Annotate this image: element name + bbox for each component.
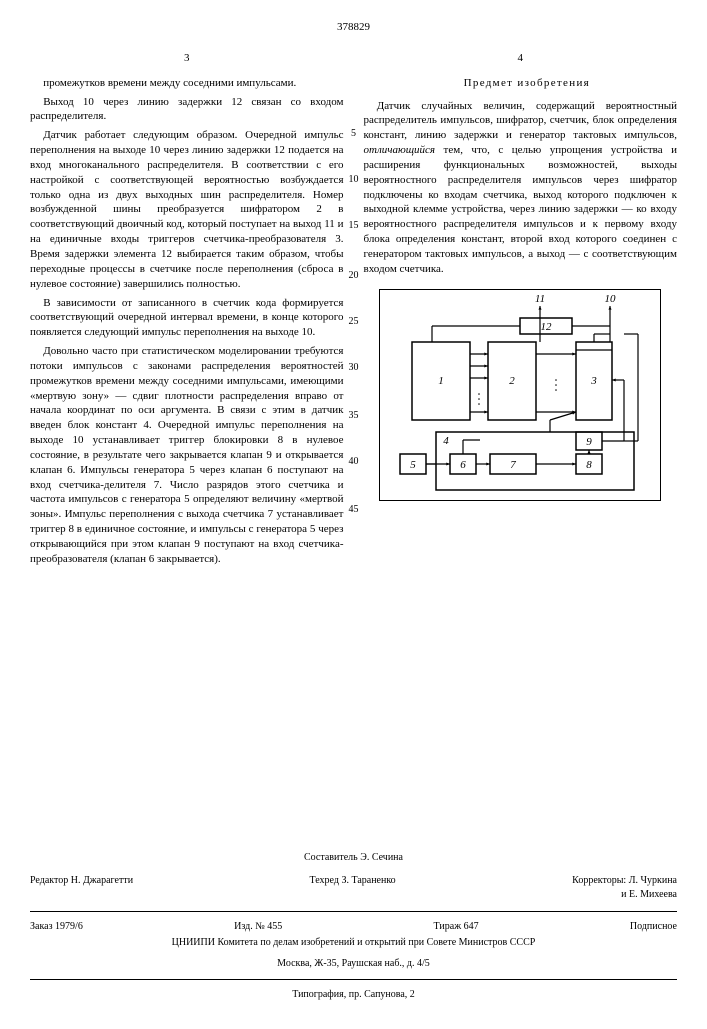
svg-text:4: 4: [444, 435, 450, 447]
doc-number: 378829: [30, 20, 677, 35]
right-column: 4 Предмет изобретения Датчик случайных в…: [364, 51, 678, 571]
svg-text:1: 1: [439, 375, 445, 387]
line-marker: 15: [349, 219, 359, 233]
left-paragraph: Датчик работает следующим образом. Очере…: [30, 128, 344, 291]
left-paragraph: Довольно часто при статистическом модели…: [30, 344, 344, 567]
section-title: Предмет изобретения: [364, 76, 678, 91]
svg-text:11: 11: [535, 293, 545, 305]
svg-text:2: 2: [510, 375, 516, 387]
footer-org1: ЦНИИПИ Комитета по делам изобретений и о…: [30, 936, 677, 950]
line-marker: 5: [351, 127, 356, 141]
line-marker: 10: [349, 173, 359, 187]
svg-text:9: 9: [587, 436, 593, 448]
right-paragraph: Датчик случайных величин, содержащий вер…: [364, 99, 678, 277]
line-marker: 45: [349, 503, 359, 517]
svg-text:5: 5: [411, 459, 417, 471]
footer-typography: Типография, пр. Сапунова, 2: [30, 988, 677, 1002]
svg-text:6: 6: [461, 459, 467, 471]
svg-text:3: 3: [591, 375, 598, 387]
svg-text:12: 12: [541, 321, 553, 333]
left-paragraph: В зависимости от записанного в счетчик к…: [30, 296, 344, 341]
left-paragraph: Выход 10 через линию задержки 12 связан …: [30, 95, 344, 125]
footer-podpisnoe: Подписное: [630, 920, 677, 934]
left-paragraph: промежутков времени между соседними импу…: [30, 76, 344, 91]
svg-text:7: 7: [511, 459, 517, 471]
line-marker: 35: [349, 409, 359, 423]
svg-text:8: 8: [587, 459, 593, 471]
footer-tiraz: Тираж 647: [434, 920, 479, 934]
footer-order: Заказ 1979/6: [30, 920, 83, 934]
footer: Составитель Э. Сечина Редактор Н. Джараг…: [30, 851, 677, 1002]
footer-org2: Москва, Ж-35, Раушская наб., д. 4/5: [30, 957, 677, 971]
line-marker: 25: [349, 315, 359, 329]
line-marker: 30: [349, 361, 359, 375]
footer-correctors: Корректоры: Л. Чуркина и Е. Михеева: [572, 874, 677, 901]
footer-techred: Техред З. Тараненко: [310, 874, 396, 901]
svg-text:10: 10: [605, 293, 617, 305]
footer-izd: Изд. № 455: [234, 920, 282, 934]
line-marker: 40: [349, 455, 359, 469]
footer-compiler: Составитель Э. Сечина: [30, 851, 677, 865]
line-marker: 20: [349, 269, 359, 283]
diagram: 111012123456789: [364, 289, 678, 506]
col-right-num: 4: [364, 51, 678, 66]
footer-editor: Редактор Н. Джарагетти: [30, 874, 133, 901]
left-column: 3 промежутков времени между соседними им…: [30, 51, 344, 571]
col-left-num: 3: [30, 51, 344, 66]
